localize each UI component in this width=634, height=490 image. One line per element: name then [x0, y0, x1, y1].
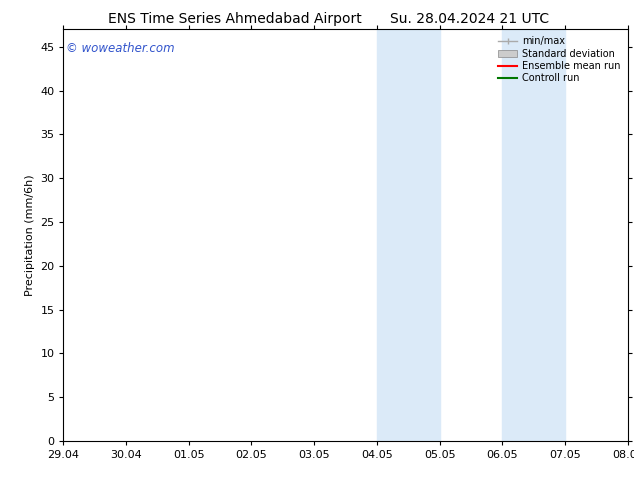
Legend: min/max, Standard deviation, Ensemble mean run, Controll run: min/max, Standard deviation, Ensemble me… [496, 34, 623, 85]
Text: ENS Time Series Ahmedabad Airport: ENS Time Series Ahmedabad Airport [108, 12, 361, 26]
Bar [408, 29, 439, 441]
Y-axis label: Precipitation (mm/6h): Precipitation (mm/6h) [25, 174, 35, 296]
Bar [534, 29, 565, 441]
Bar [502, 29, 534, 441]
Bar [377, 29, 408, 441]
Text: Su. 28.04.2024 21 UTC: Su. 28.04.2024 21 UTC [390, 12, 548, 26]
Text: © woweather.com: © woweather.com [66, 42, 175, 55]
